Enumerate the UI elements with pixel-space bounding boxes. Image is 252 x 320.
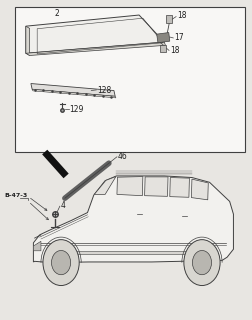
Polygon shape [32, 89, 115, 98]
Polygon shape [26, 15, 164, 53]
Text: B-47-3: B-47-3 [5, 193, 28, 197]
Text: 2: 2 [55, 9, 59, 18]
Polygon shape [31, 84, 115, 96]
Polygon shape [26, 42, 165, 55]
Polygon shape [33, 241, 41, 251]
Polygon shape [191, 179, 207, 200]
Circle shape [183, 240, 219, 285]
Text: 17: 17 [174, 34, 183, 43]
Circle shape [43, 240, 79, 285]
Polygon shape [116, 177, 142, 196]
Circle shape [51, 251, 70, 275]
Text: 129: 129 [69, 105, 83, 114]
Polygon shape [63, 251, 191, 254]
Text: 46: 46 [117, 152, 127, 161]
Polygon shape [156, 33, 169, 43]
Circle shape [192, 251, 211, 275]
Polygon shape [169, 178, 189, 197]
Text: 128: 128 [97, 86, 111, 95]
Text: 18: 18 [169, 46, 179, 55]
Bar [14, 7, 244, 152]
Text: 4: 4 [60, 201, 65, 210]
Bar [166, 15, 172, 23]
Polygon shape [26, 26, 29, 55]
Text: 18: 18 [176, 12, 185, 20]
Bar [159, 45, 165, 52]
Polygon shape [94, 177, 115, 195]
Polygon shape [144, 177, 167, 196]
Polygon shape [33, 176, 233, 263]
